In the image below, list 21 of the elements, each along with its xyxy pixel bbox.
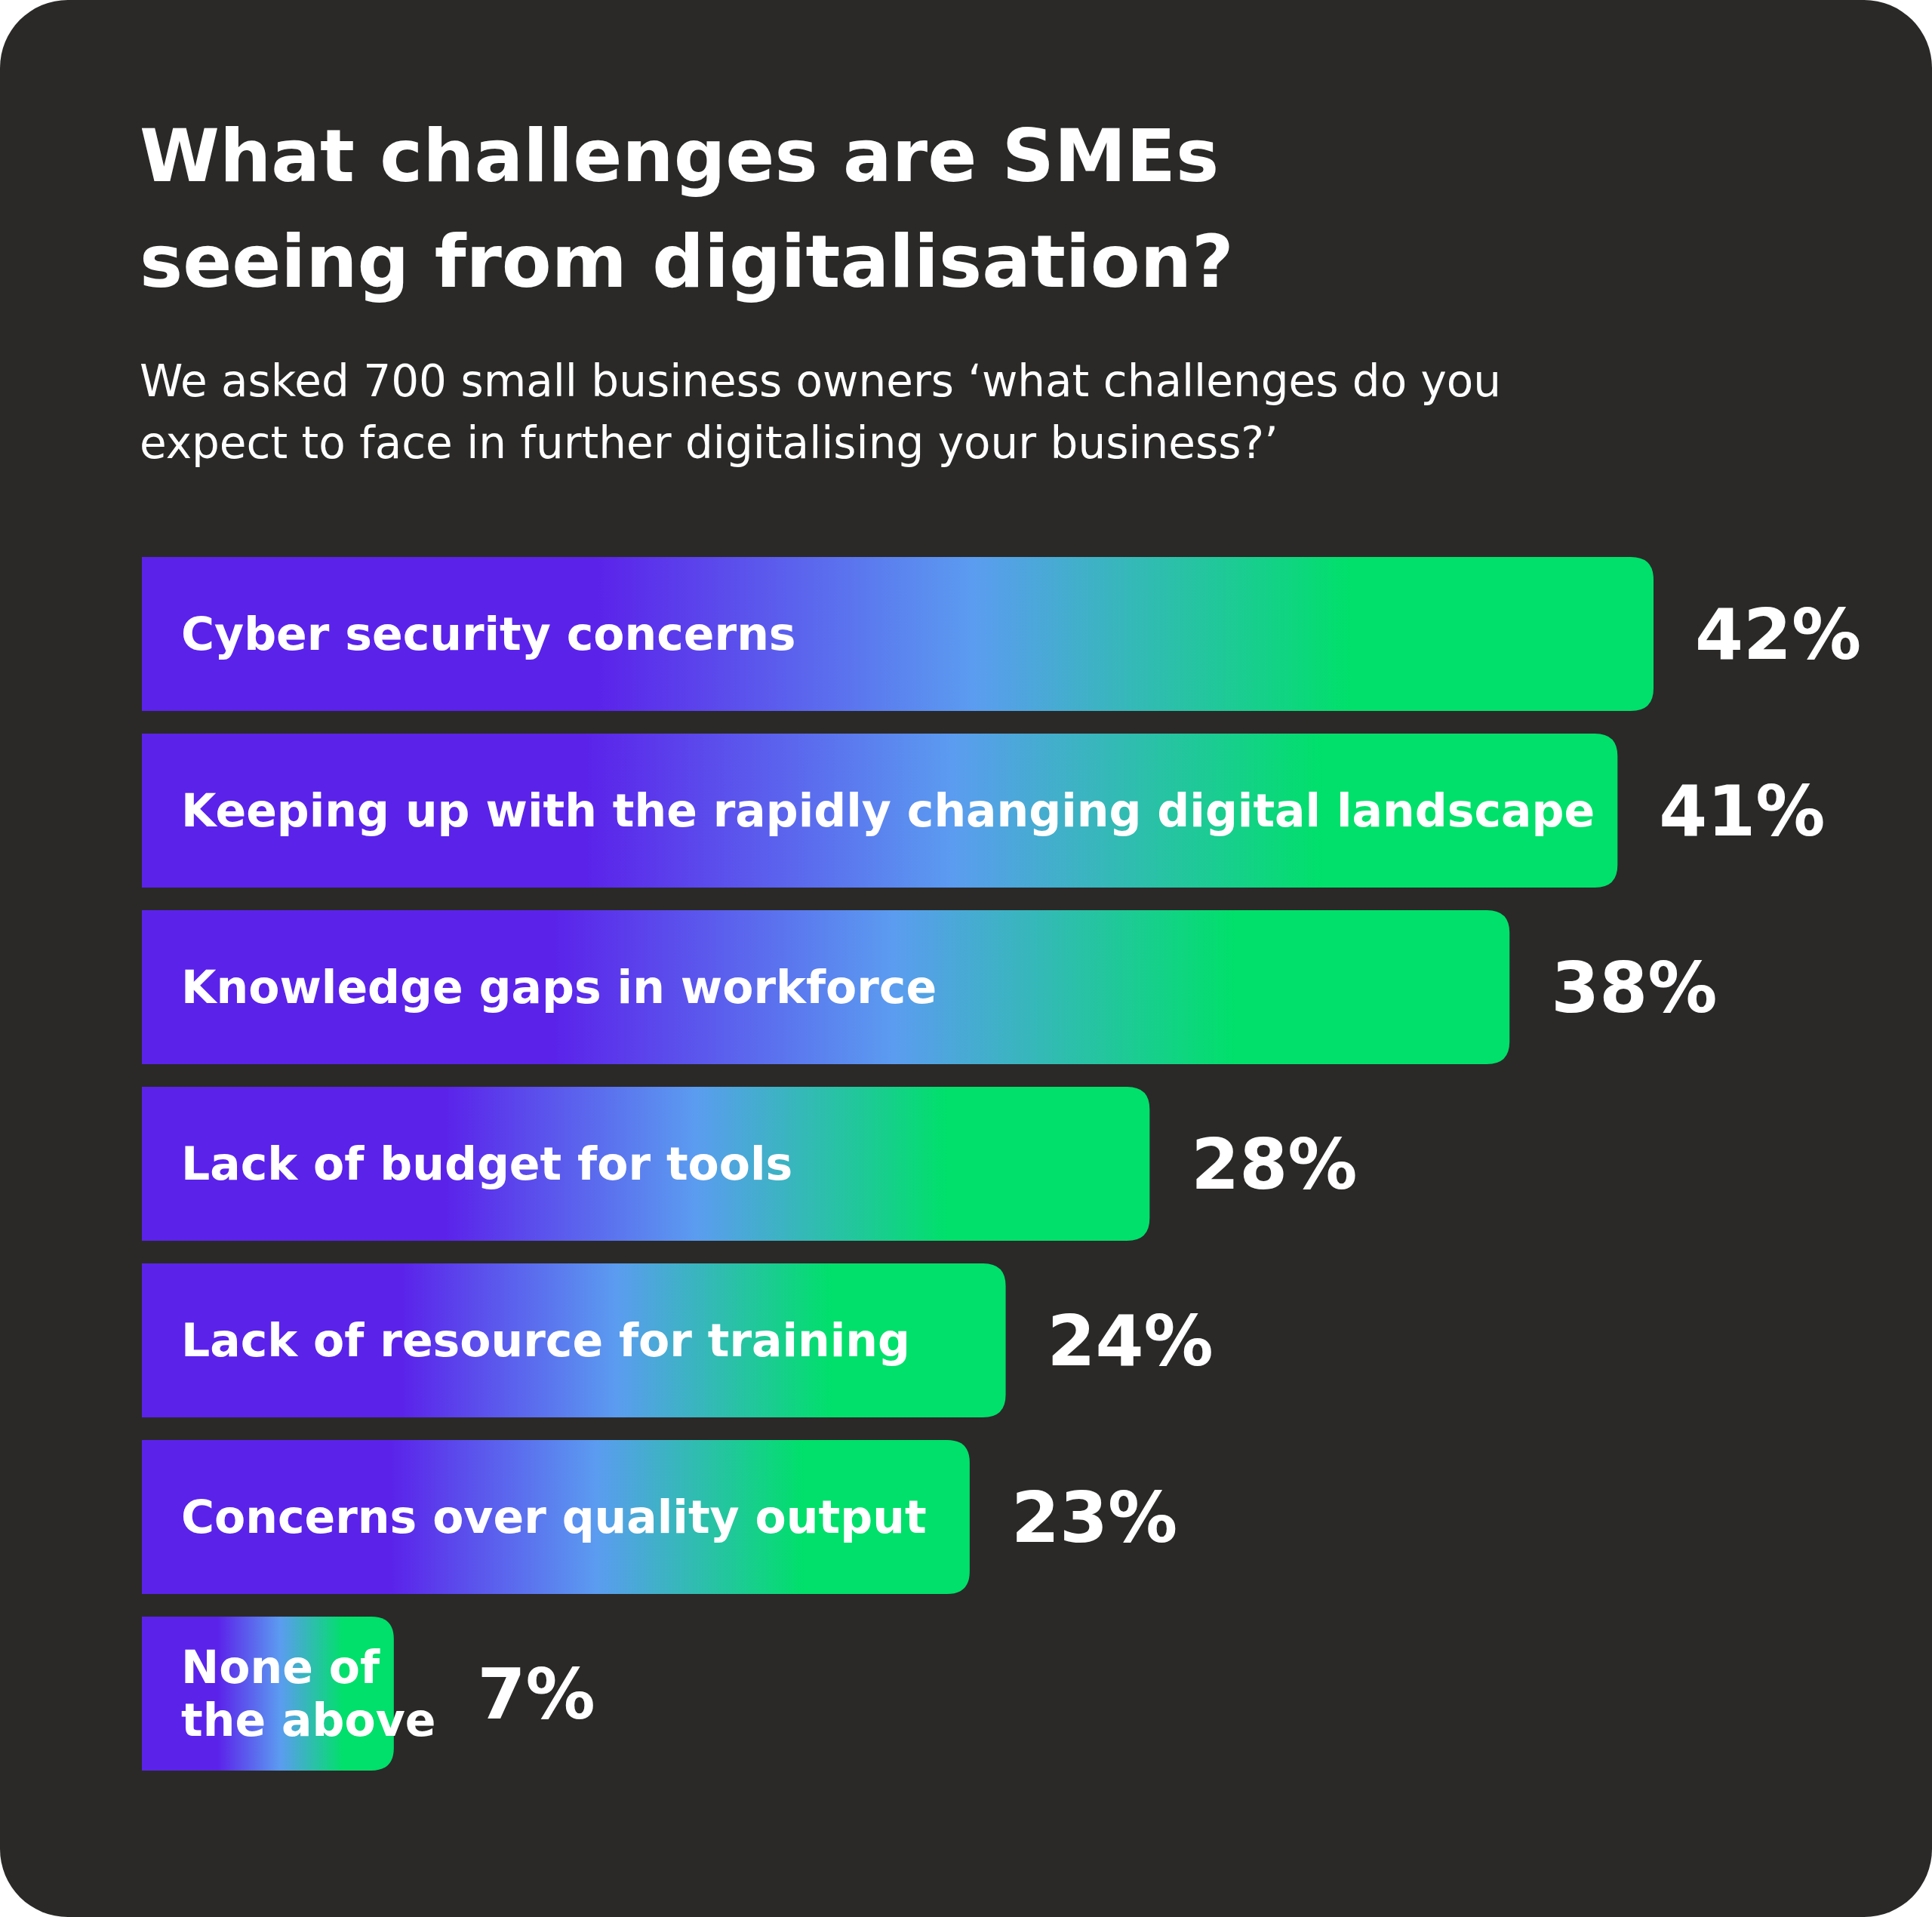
- bar: [142, 910, 1510, 1064]
- bar: [142, 1440, 970, 1594]
- y-tick-label: Keeping up with the rapidly changing digital landscape: [181, 784, 1595, 837]
- chart-title: What challenges are SMEs seeing from digitalisation?: [140, 114, 1234, 304]
- bar: [142, 557, 1654, 711]
- data-label: 7%: [477, 1654, 595, 1735]
- chart-subtitle: We asked 700 small business owners ‘what challenges do you expect to face in further digitalising your business?’: [140, 355, 1502, 469]
- y-tick-label: Lack of budget for tools: [181, 1137, 793, 1190]
- y-tick-label: Concerns over quality output: [181, 1491, 927, 1543]
- data-label: 28%: [1191, 1125, 1358, 1205]
- bar: [142, 1087, 1150, 1241]
- y-tick-label: Lack of resource for training: [181, 1314, 911, 1367]
- data-label: 41%: [1659, 771, 1826, 852]
- y-tick-label: Cyber security concerns: [181, 608, 796, 660]
- data-label: 38%: [1551, 948, 1718, 1029]
- data-label: 23%: [1011, 1478, 1178, 1559]
- data-label: 42%: [1695, 595, 1862, 675]
- bar: [142, 734, 1618, 888]
- data-label: 24%: [1047, 1301, 1214, 1382]
- y-tick-label: Knowledge gaps in workforce: [181, 961, 937, 1014]
- bar: [142, 1263, 1006, 1417]
